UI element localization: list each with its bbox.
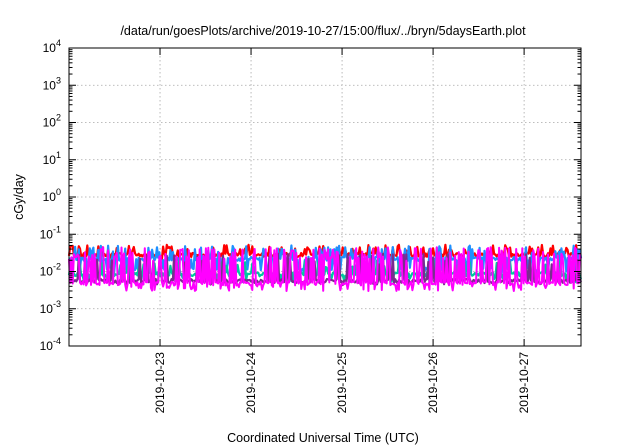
x-axis-label: Coordinated Universal Time (UTC) — [227, 431, 419, 445]
y-tick-label: 103 — [43, 75, 61, 92]
x-tick-label: 2019-10-25 — [335, 352, 349, 414]
axis-ticks — [69, 47, 581, 347]
y-tick-label: 102 — [43, 113, 61, 130]
x-tick-label: 2019-10-23 — [153, 352, 167, 414]
y-tick-label: 10-4 — [40, 336, 61, 353]
y-tick-label: 10-2 — [40, 262, 61, 279]
x-tick-label: 2019-10-26 — [426, 352, 440, 414]
y-axis-label: cGy/day — [12, 173, 26, 220]
y-tick-labels: 10-4 10-3 10-2 10-1 100 101 102 103 104 — [40, 38, 61, 353]
grid — [69, 48, 581, 346]
y-tick-label: 10-3 — [40, 299, 61, 316]
x-tick-label: 2019-10-27 — [517, 352, 531, 414]
series-layer — [67, 243, 583, 292]
chart-title: /data/run/goesPlots/archive/2019-10-27/1… — [120, 24, 526, 38]
y-tick-label: 100 — [43, 187, 61, 204]
x-tick-labels: 2019-10-23 2019-10-24 2019-10-25 2019-10-26… — [153, 352, 531, 414]
series-line-5 — [68, 246, 582, 292]
x-tick-label: 2019-10-24 — [244, 352, 258, 414]
y-tick-label: 104 — [43, 38, 61, 55]
y-tick-label: 10-1 — [40, 224, 61, 241]
y-tick-label: 101 — [43, 150, 61, 167]
